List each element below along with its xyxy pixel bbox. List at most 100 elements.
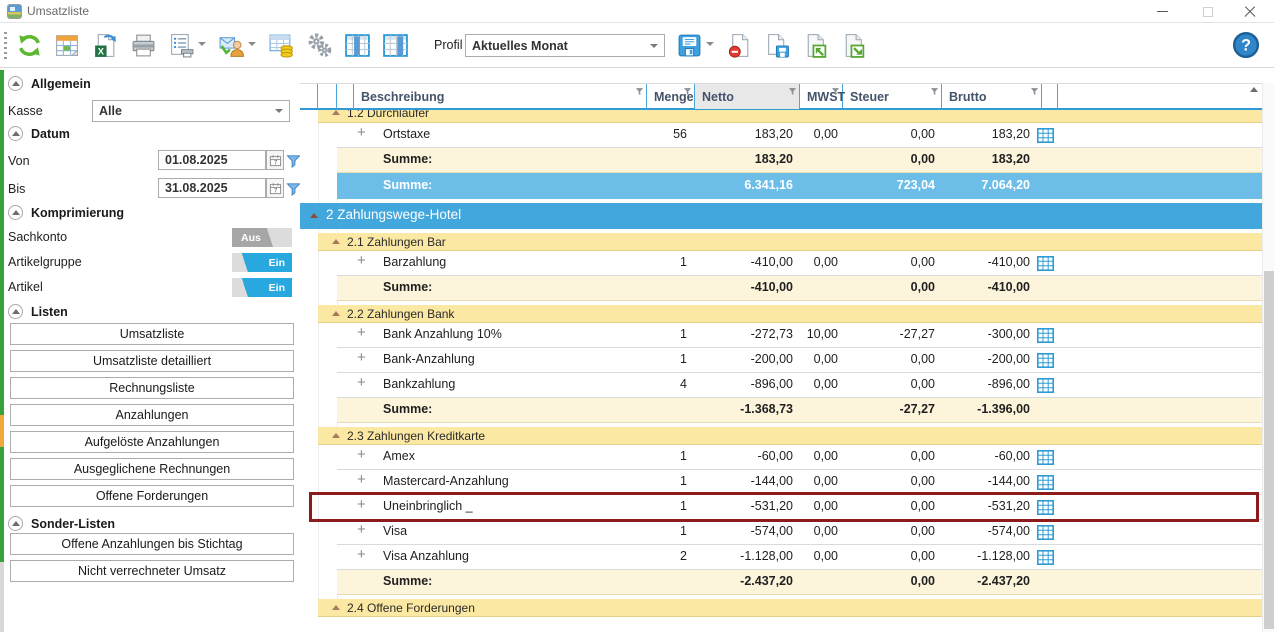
export-profile-button[interactable] [836, 28, 870, 62]
group-row[interactable]: 2.4 Offene Forderungen [318, 599, 1262, 617]
data-row[interactable]: +Bank Anzahlung 10%1-272,7310,00-27,27-3… [337, 323, 1262, 348]
filter-icon-mwst[interactable] [831, 85, 840, 99]
expand-plus-icon[interactable]: + [357, 352, 368, 363]
grand-total-row[interactable]: Summe:6.341,16723,047.064,20 [337, 173, 1262, 199]
data-row[interactable]: +Amex1-60,000,000,00-60,00 [337, 445, 1262, 470]
section-komprimierung[interactable]: Komprimierung [8, 205, 124, 220]
data-row[interactable]: +Bank-Anzahlung1-200,000,000,00-200,00 [337, 348, 1262, 373]
column-picker-icon[interactable] [1250, 87, 1258, 92]
print-button[interactable] [126, 28, 160, 62]
collapse-arrow-icon[interactable] [332, 433, 340, 438]
filter-icon-brutto[interactable] [1030, 85, 1039, 99]
list-button-ausgeglichene-rechnungen[interactable]: Ausgeglichene Rechnungen [10, 458, 294, 480]
toggle-artikel[interactable]: Ein [232, 278, 292, 297]
expand-plus-icon[interactable]: + [357, 474, 368, 485]
expand-plus-icon[interactable]: + [357, 449, 368, 460]
list-button-offene-forderungen[interactable]: Offene Forderungen [10, 485, 294, 507]
column-layout-2-button[interactable] [378, 28, 412, 62]
filter-icon-menge[interactable] [683, 85, 692, 99]
maximize-button[interactable] [1188, 0, 1228, 23]
toggle-sachkonto[interactable]: Aus [232, 228, 292, 247]
send-email-dropdown-caret[interactable] [248, 42, 256, 46]
detail-grid-icon[interactable] [1037, 256, 1054, 271]
data-row[interactable]: +Uneinbringlich _1-531,200,000,00-531,20 [337, 495, 1262, 520]
von-date-input[interactable]: 01.08.2025 [158, 150, 266, 170]
detail-grid-icon[interactable] [1037, 475, 1054, 490]
help-button[interactable]: ? [1230, 29, 1262, 61]
group-row[interactable]: 2.2 Zahlungen Bank [318, 305, 1262, 323]
data-row[interactable]: +Barzahlung1-410,000,000,00-410,00 [337, 251, 1262, 276]
collapse-arrow-icon[interactable] [332, 239, 340, 244]
profile-combobox[interactable]: Aktuelles Monat [465, 34, 665, 57]
header-cell-mwst[interactable]: MWST [800, 84, 843, 109]
group-row[interactable]: 2.3 Zahlungen Kreditkarte [318, 427, 1262, 445]
minimize-button[interactable] [1142, 0, 1182, 23]
group-row[interactable]: 2.1 Zahlungen Bar [318, 233, 1262, 251]
report-calendar-button[interactable] [50, 28, 84, 62]
bis-filter-button[interactable] [285, 178, 301, 198]
collapse-arrow-icon[interactable] [310, 213, 318, 218]
section-listen[interactable]: Listen [8, 304, 68, 319]
column-layout-1-button[interactable] [340, 28, 374, 62]
sonder-button-offene-anzahlungen-bis-stichtag[interactable]: Offene Anzahlungen bis Stichtag [10, 533, 294, 555]
expand-plus-icon[interactable]: + [357, 255, 368, 266]
detail-grid-icon[interactable] [1037, 450, 1054, 465]
data-row[interactable]: +Mastercard-Anzahlung1-144,000,000,00-14… [337, 470, 1262, 495]
bis-date-input[interactable]: 31.08.2025 [158, 178, 266, 198]
list-button-anzahlungen[interactable]: Anzahlungen [10, 404, 294, 426]
von-calendar-button[interactable]: 7 [266, 150, 284, 170]
collapse-arrow-icon[interactable] [332, 605, 340, 610]
section-sonder-listen[interactable]: Sonder-Listen [8, 516, 115, 531]
detail-grid-icon[interactable] [1037, 525, 1054, 540]
toggle-artikelgruppe[interactable]: Ein [232, 253, 292, 272]
table-values-button[interactable] [264, 28, 298, 62]
section-allgemein[interactable]: Allgemein [8, 76, 91, 91]
expand-plus-icon[interactable]: + [357, 499, 368, 510]
group-row[interactable]: 1.2 Durchläufer [318, 110, 1262, 123]
expand-plus-icon[interactable]: + [357, 377, 368, 388]
collapse-arrow-icon[interactable] [332, 311, 340, 316]
data-row[interactable]: +Visa Anzahlung2-1.128,000,000,00-1.128,… [337, 545, 1262, 570]
filter-icon-beschreibung[interactable] [635, 85, 644, 99]
sum-row[interactable]: Summe:183,200,00183,20 [337, 148, 1262, 173]
detail-grid-icon[interactable] [1037, 378, 1054, 393]
refresh-button[interactable] [12, 28, 46, 62]
list-button-umsatzliste-detailliert[interactable]: Umsatzliste detailliert [10, 350, 294, 372]
bis-calendar-button[interactable]: 7 [266, 178, 284, 198]
header-cell-steuer[interactable]: Steuer [843, 84, 942, 109]
expand-plus-icon[interactable]: + [357, 549, 368, 560]
filter-icon-netto[interactable] [788, 85, 797, 99]
list-button-aufgelöste-anzahlungen[interactable]: Aufgelöste Anzahlungen [10, 431, 294, 453]
detail-grid-icon[interactable] [1037, 550, 1054, 565]
list-button-rechnungsliste[interactable]: Rechnungsliste [10, 377, 294, 399]
filter-icon-steuer[interactable] [930, 85, 939, 99]
save-profile-as-button[interactable] [760, 28, 794, 62]
import-profile-button[interactable] [798, 28, 832, 62]
settings-button[interactable] [302, 28, 336, 62]
detail-grid-icon[interactable] [1037, 353, 1054, 368]
header-cell-menge[interactable]: Menge [647, 84, 695, 109]
detail-grid-icon[interactable] [1037, 128, 1054, 143]
data-row[interactable]: +Visa1-574,000,000,00-574,00 [337, 520, 1262, 545]
header-cell-beschreibung[interactable]: Beschreibung [354, 84, 647, 109]
sum-row[interactable]: Summe:-410,000,00-410,00 [337, 276, 1262, 301]
kasse-combobox[interactable]: Alle [92, 100, 290, 122]
print-options-dropdown-caret[interactable] [198, 42, 206, 46]
print-options-button[interactable] [164, 28, 198, 62]
close-button[interactable] [1230, 0, 1270, 23]
expand-plus-icon[interactable]: + [357, 127, 368, 138]
export-excel-button[interactable]: X [88, 28, 122, 62]
sum-row[interactable]: Summe:-2.437,200,00-2.437,20 [337, 570, 1262, 595]
scrollbar-thumb[interactable] [1264, 271, 1274, 629]
data-row[interactable]: +Ortstaxe56183,200,000,00183,20 [337, 123, 1262, 148]
save-profile-dropdown-caret[interactable] [706, 42, 714, 46]
von-filter-button[interactable] [285, 150, 301, 170]
detail-grid-icon[interactable] [1037, 500, 1054, 515]
header-cell-netto[interactable]: Netto [695, 84, 800, 109]
vertical-scrollbar[interactable] [1262, 83, 1274, 632]
sonder-button-nicht-verrechneter-umsatz[interactable]: Nicht verrechneter Umsatz [10, 560, 294, 582]
send-email-button[interactable] [214, 28, 248, 62]
expand-plus-icon[interactable]: + [357, 524, 368, 535]
expand-plus-icon[interactable]: + [357, 327, 368, 338]
sum-row[interactable]: Summe:-1.368,73-27,27-1.396,00 [337, 398, 1262, 423]
